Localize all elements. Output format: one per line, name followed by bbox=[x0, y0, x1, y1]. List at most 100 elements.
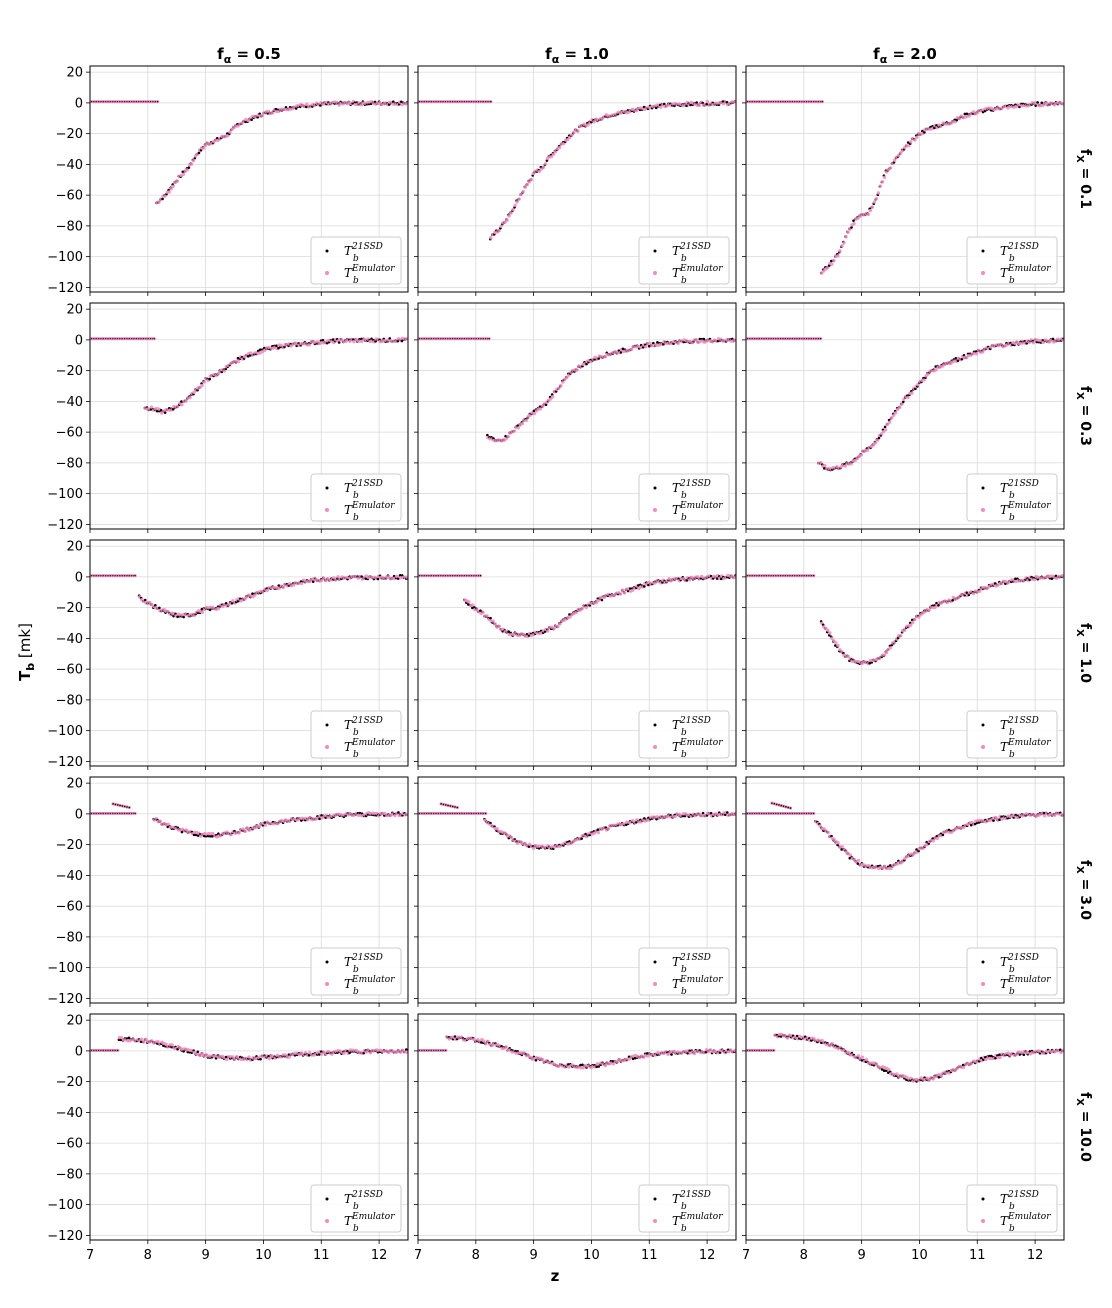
ssd-point bbox=[775, 803, 778, 806]
emulator-point bbox=[222, 369, 227, 373]
ssd-point bbox=[208, 834, 212, 838]
legend-label: TEmulator b bbox=[344, 264, 395, 286]
emulator-point bbox=[659, 105, 663, 109]
legend-base: T bbox=[672, 977, 681, 991]
legend-sub: b bbox=[681, 750, 687, 760]
legend-label: T21SSD b bbox=[344, 716, 383, 738]
emulator-point bbox=[846, 654, 850, 659]
legend-base: T bbox=[344, 481, 353, 495]
emulator-point bbox=[889, 866, 893, 871]
y-tick-label: −20 bbox=[56, 127, 83, 142]
ssd-point bbox=[307, 1053, 311, 1057]
legend-sup: 21SSD bbox=[1007, 242, 1039, 252]
emulator-point bbox=[917, 615, 921, 619]
legend-label: TEmulator b bbox=[672, 738, 723, 760]
emulator-point bbox=[548, 397, 553, 401]
panel-points bbox=[746, 801, 1064, 871]
ssd-point bbox=[724, 813, 727, 817]
ssd-point bbox=[224, 1055, 228, 1059]
legend-marker bbox=[325, 486, 329, 490]
ssd-point bbox=[656, 341, 659, 344]
legend-base: T bbox=[1000, 955, 1009, 969]
emulator-point bbox=[499, 224, 503, 228]
legend-marker bbox=[981, 745, 985, 749]
ssd-point bbox=[963, 112, 967, 116]
legend-marker bbox=[653, 723, 657, 727]
y-tick-label: 0 bbox=[75, 333, 83, 348]
emulator-point bbox=[592, 120, 596, 124]
panel-frame bbox=[745, 65, 1065, 293]
ssd-point bbox=[969, 823, 973, 827]
emulator-point bbox=[515, 200, 519, 204]
ssd-point bbox=[901, 400, 905, 404]
emulator-point bbox=[265, 588, 269, 593]
ssd-point bbox=[200, 607, 204, 611]
emulator-point bbox=[873, 441, 878, 445]
panel-frame bbox=[89, 65, 409, 293]
legend-sup: Emulator bbox=[351, 738, 395, 748]
emulator-point bbox=[603, 355, 608, 359]
emulator-point bbox=[846, 230, 850, 234]
ssd-point bbox=[856, 862, 860, 865]
ssd-point bbox=[398, 574, 402, 577]
ssd-point bbox=[771, 802, 773, 804]
legend-marker bbox=[981, 960, 985, 964]
emulator-point bbox=[871, 443, 876, 447]
panel-frame bbox=[417, 302, 737, 530]
ssd-point bbox=[451, 805, 454, 808]
emulator-point bbox=[158, 819, 162, 823]
ssd-point bbox=[544, 403, 548, 407]
ssd-point bbox=[161, 197, 164, 201]
legend-sup: 21SSD bbox=[1007, 716, 1039, 726]
ssd-point bbox=[320, 814, 323, 817]
emulator-point bbox=[977, 589, 982, 594]
emulator-point bbox=[974, 352, 979, 356]
ssd-point bbox=[600, 598, 604, 602]
panel-points bbox=[418, 573, 736, 639]
ssd-point bbox=[568, 613, 571, 616]
ssd-point bbox=[317, 1053, 321, 1056]
emulator-point bbox=[836, 254, 840, 258]
ssd-point bbox=[153, 337, 155, 340]
emulator-point bbox=[556, 624, 560, 629]
panel-points bbox=[746, 574, 1064, 666]
legend-box bbox=[966, 947, 1058, 996]
ssd-point bbox=[504, 434, 507, 438]
ssd-point bbox=[923, 131, 926, 134]
ssd-point bbox=[906, 141, 910, 144]
ssd-point bbox=[643, 585, 646, 588]
ssd-point bbox=[532, 409, 536, 413]
ssd-point bbox=[182, 615, 185, 619]
legend-box bbox=[310, 236, 402, 285]
emulator-point bbox=[903, 628, 907, 632]
ssd-point bbox=[172, 614, 175, 618]
legend-sub: b bbox=[353, 965, 359, 975]
emulator-point bbox=[916, 382, 920, 387]
legend-label: T21SSD b bbox=[672, 479, 711, 501]
y-tick-label: −20 bbox=[56, 838, 83, 853]
legend-label: T21SSD b bbox=[1000, 953, 1039, 975]
emulator-point bbox=[618, 592, 623, 596]
y-tick-label: −60 bbox=[56, 663, 83, 678]
y-tick-label: −100 bbox=[47, 724, 83, 739]
ssd-point bbox=[400, 100, 403, 104]
y-tick-label: −100 bbox=[47, 487, 83, 502]
ssd-point bbox=[360, 337, 363, 341]
ssd-point bbox=[973, 822, 977, 826]
x-tick-label: 8 bbox=[144, 1248, 152, 1263]
ssd-point bbox=[489, 616, 492, 620]
emulator-point bbox=[267, 1056, 271, 1061]
legend-sup: Emulator bbox=[351, 975, 395, 985]
legend-marker bbox=[653, 960, 657, 964]
legend-label: T21SSD b bbox=[1000, 242, 1039, 264]
emulator-point bbox=[519, 192, 523, 197]
emulator-point bbox=[169, 187, 173, 191]
ssd-point bbox=[965, 112, 969, 116]
emulator-point bbox=[119, 1035, 124, 1040]
ssd-point bbox=[397, 811, 400, 814]
